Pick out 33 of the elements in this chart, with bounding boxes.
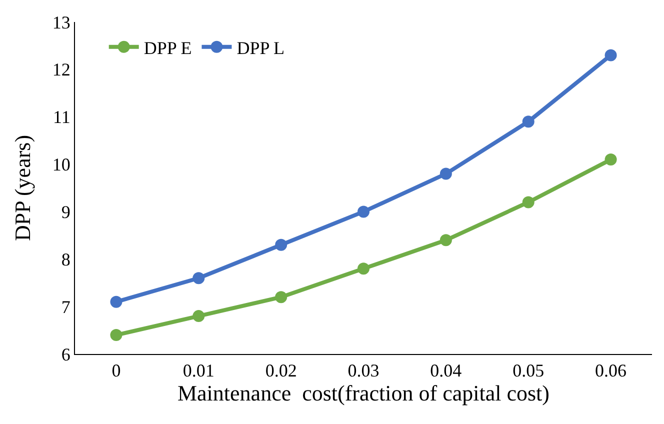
point	[522, 116, 534, 128]
x-tick-label: 0.04	[430, 360, 462, 381]
point	[192, 310, 205, 322]
x-tick-label: 0.03	[348, 360, 380, 381]
y-tick-label: 9	[61, 202, 70, 222]
x-tick-label: 0.01	[182, 360, 214, 381]
x-tick-label: 0	[112, 360, 121, 381]
point	[522, 196, 534, 208]
y-tick-label: 10	[52, 154, 70, 175]
y-tick-label: 13	[52, 12, 70, 32]
point	[110, 296, 122, 308]
x-tick-label: 0.06	[595, 360, 627, 381]
point	[440, 168, 452, 180]
point	[275, 291, 288, 304]
point	[358, 206, 370, 218]
point	[275, 238, 288, 251]
point	[192, 272, 205, 284]
x-axis-title: Maintenance cost(fraction of capital cost)	[177, 380, 550, 406]
x-tick-label: 0.02	[265, 360, 297, 381]
y-tick-label: 7	[61, 296, 70, 317]
point	[604, 154, 617, 166]
x-tick-label: 0.05	[512, 360, 544, 381]
y-axis-title: DPP (years)	[10, 134, 36, 242]
y-tick-label: 6	[61, 344, 70, 364]
point	[110, 329, 122, 342]
point	[604, 49, 617, 62]
y-tick-label: 11	[53, 107, 70, 128]
y-tick-label: 8	[61, 249, 70, 270]
legend-label: DPP E	[144, 38, 192, 58]
y-tick-label: 12	[52, 60, 70, 80]
legend-label: DPP L	[236, 38, 285, 58]
point	[358, 262, 370, 275]
point	[440, 234, 452, 246]
